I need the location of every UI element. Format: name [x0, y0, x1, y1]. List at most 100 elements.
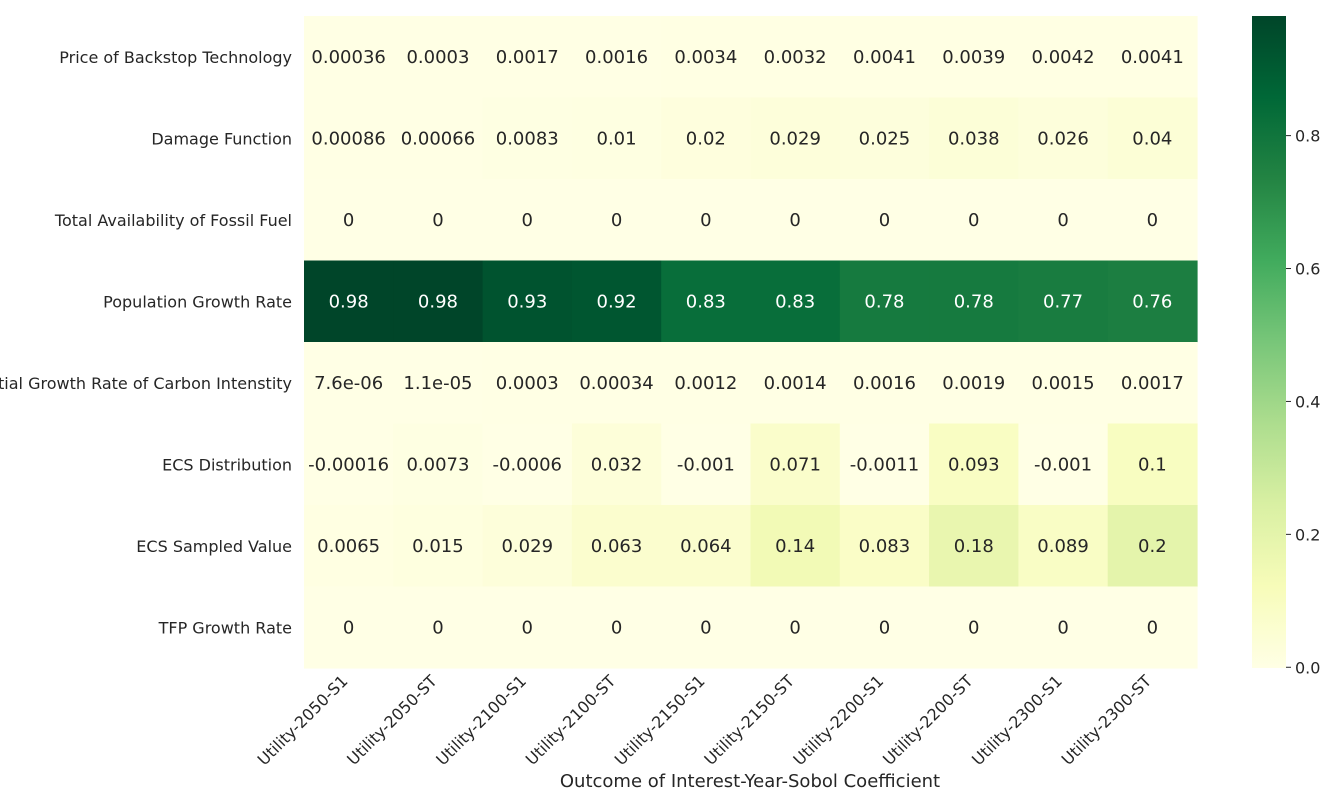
heatmap-cell [304, 586, 394, 669]
y-tick-label: ECS Distribution [162, 455, 292, 474]
cell-value-label: 0 [879, 210, 890, 231]
heatmap-cell [482, 179, 573, 262]
x-tick-label: Utility-2150-S1 [611, 671, 709, 769]
cell-value-label: 0.0015 [1032, 373, 1095, 394]
cell-value-label: 0.0039 [942, 47, 1005, 68]
colorbar-tick-label: 0.4 [1295, 392, 1320, 411]
cell-value-label: 0.0016 [853, 373, 916, 394]
heatmap-cell [1107, 179, 1198, 262]
heatmap-cell [1018, 423, 1109, 506]
cell-value-label: 0.92 [597, 291, 637, 312]
heatmap-cell [393, 342, 484, 425]
heatmap-cell [661, 586, 752, 669]
heatmap-cell [1018, 505, 1109, 588]
x-tick-label: Utility-2300-ST [1058, 671, 1156, 769]
heatmap-cell [750, 260, 841, 343]
colorbar: 0.0 0.2 0.4 0.6 0.8 [1252, 16, 1320, 677]
y-tick-label: TFP Growth Rate [158, 618, 292, 637]
cell-value-label: -0.001 [677, 454, 735, 475]
heatmap-cell [750, 97, 841, 180]
cell-value-label: 0.00086 [311, 128, 385, 149]
heatmap-cell [304, 423, 394, 506]
heatmap-cell [1018, 260, 1109, 343]
cell-value-label: 0 [611, 210, 622, 231]
heatmap-cell [393, 586, 484, 669]
colorbar-tick-label: 0.2 [1295, 525, 1320, 544]
cell-value-label: 0.2 [1138, 536, 1167, 557]
cell-value-label: 0 [611, 617, 622, 638]
cell-value-label: 0 [432, 617, 443, 638]
cell-value-label: 0.0041 [1121, 47, 1184, 68]
heatmap-cell [750, 342, 841, 425]
heatmap-cell [304, 505, 394, 588]
heatmap-cell [661, 260, 752, 343]
cell-value-label: 1.1e-05 [403, 373, 472, 394]
heatmap-cell [482, 423, 573, 506]
cell-value-label: -0.001 [1034, 454, 1092, 475]
x-tick-labels: Utility-2050-S1Utility-2050-STUtility-21… [254, 671, 1156, 769]
heatmap-cell [839, 342, 930, 425]
cell-value-label: 0.015 [412, 536, 464, 557]
cell-value-label: 0.064 [680, 536, 732, 557]
heatmap-cell [482, 505, 573, 588]
heatmap-cell [661, 16, 752, 99]
colorbar-tick-label: 0.8 [1295, 127, 1320, 146]
heatmap-cell [1107, 342, 1198, 425]
y-tick-labels: Price of Backstop Technology Damage Funct… [0, 48, 292, 638]
heatmap-cell [393, 179, 484, 262]
x-axis-label: Outcome of Interest-Year-Sobol Coefficie… [560, 771, 940, 792]
cell-value-label: 0.93 [507, 291, 547, 312]
heatmap-cell [1018, 342, 1109, 425]
cell-value-label: 0.78 [954, 291, 994, 312]
heatmap-cell [571, 97, 662, 180]
heatmap-cell [304, 342, 394, 425]
heatmap-cell [571, 505, 662, 588]
cell-value-label: -0.0006 [493, 454, 562, 475]
cell-value-label: 0.0042 [1032, 47, 1095, 68]
cell-value-label: 0.01 [597, 128, 637, 149]
heatmap-cell [750, 586, 841, 669]
x-tick-label: Utility-2100-S1 [432, 671, 530, 769]
heatmap-cell [393, 423, 484, 506]
cell-value-label: 0.04 [1132, 128, 1172, 149]
x-tick-label: Utility-2150-ST [700, 671, 798, 769]
heatmap-cell [482, 97, 573, 180]
heatmap-cell [661, 342, 752, 425]
heatmap-cell [1107, 586, 1198, 669]
cell-value-label: 0.0016 [585, 47, 648, 68]
cell-value-label: 0.98 [418, 291, 458, 312]
heatmap-cell [1107, 16, 1198, 99]
y-tick-label: Price of Backstop Technology [59, 48, 292, 67]
cell-value-label: 0.14 [775, 536, 815, 557]
cell-value-label: 0.0041 [853, 47, 916, 68]
cell-value-label: 0.78 [864, 291, 904, 312]
heatmap-cell [571, 179, 662, 262]
x-tick-label: Utility-2100-ST [522, 671, 620, 769]
heatmap-cell [929, 16, 1019, 99]
colorbar-tick-label: 0.0 [1295, 658, 1320, 677]
cell-value-label: 0 [343, 210, 354, 231]
y-tick-label: Initial Growth Rate of Carbon Intenstity [0, 374, 292, 393]
cell-value-label: 0.038 [948, 128, 1000, 149]
heatmap-cell [750, 179, 841, 262]
cell-value-label: 0 [522, 617, 533, 638]
cell-value-label: 0.0032 [764, 47, 827, 68]
cell-value-label: -0.00016 [308, 454, 389, 475]
heatmap-cell [750, 505, 841, 588]
cell-value-label: 0.0083 [496, 128, 559, 149]
cell-value-label: 0.093 [948, 454, 1000, 475]
cell-value-label: 0.029 [501, 536, 553, 557]
heatmap-cell [393, 260, 484, 343]
cell-value-label: 0.089 [1037, 536, 1089, 557]
cell-value-label: 0.026 [1037, 128, 1089, 149]
cell-value-label: 0.032 [591, 454, 643, 475]
cell-value-label: 0 [1147, 210, 1158, 231]
cell-value-label: 0.0034 [674, 47, 737, 68]
heatmap-cell [661, 97, 752, 180]
cell-value-label: 0 [522, 210, 533, 231]
heatmap-cell [1018, 16, 1109, 99]
heatmap-cell [393, 97, 484, 180]
heatmap-cell [482, 586, 573, 669]
cell-value-label: 0.029 [769, 128, 821, 149]
